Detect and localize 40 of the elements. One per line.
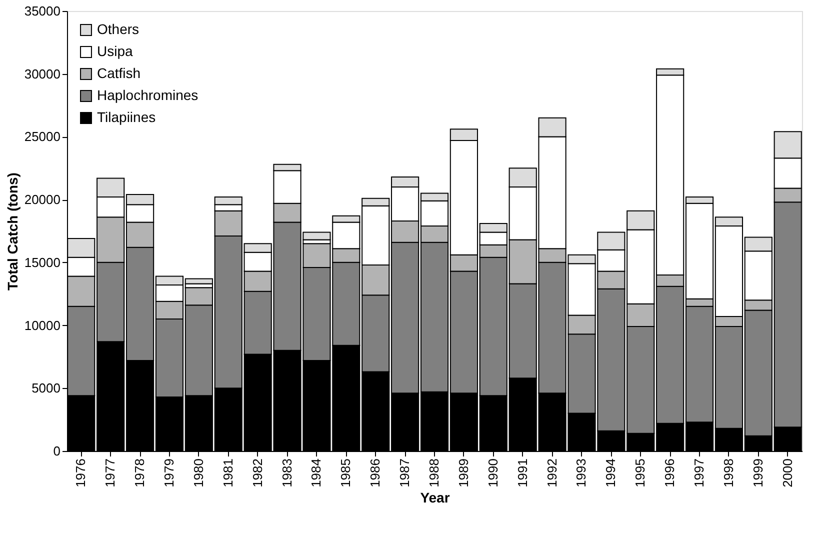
- x-tick-label: 1986: [368, 458, 383, 488]
- x-tick-label: 2000: [780, 458, 795, 488]
- legend-label: Usipa: [97, 43, 134, 59]
- x-axis-title: Year: [420, 489, 450, 506]
- x-tick-label: 1992: [544, 458, 560, 488]
- x-tick-label: 1978: [132, 458, 148, 488]
- y-tick-label: 30000: [24, 66, 60, 82]
- legend-label: Others: [97, 21, 140, 37]
- x-tick-label: 1990: [485, 458, 500, 488]
- y-axis-title: Total Catch (tons): [4, 172, 20, 290]
- y-tick-label: 35000: [24, 4, 60, 18]
- x-tick-label: 1979: [161, 458, 176, 488]
- x-tick-label: 1989: [456, 458, 471, 488]
- y-tick-label: 10000: [24, 318, 60, 333]
- x-tick-label: 1997: [692, 458, 707, 488]
- x-tick-label: 1995: [632, 458, 648, 488]
- x-tick-label: 1981: [220, 458, 236, 488]
- legend-label: Haplochromines: [97, 87, 198, 103]
- x-tick-label: 1983: [279, 458, 294, 488]
- y-tick-label: 20000: [24, 192, 60, 208]
- x-tick-label: 1980: [190, 458, 206, 488]
- x-tick-label: 1984: [308, 458, 324, 488]
- x-tick-label: 1993: [574, 458, 589, 488]
- x-tick-label: 1982: [250, 458, 265, 488]
- x-tick-label: 1999: [750, 458, 766, 488]
- y-tick-label: 0: [53, 444, 60, 458]
- x-tick-label: 1991: [514, 458, 530, 488]
- x-tick-label: 1976: [73, 458, 88, 488]
- y-tick-label: 25000: [24, 129, 60, 144]
- x-tick-label: 1985: [338, 458, 354, 488]
- legend-label: Tilapiines: [97, 109, 156, 125]
- legend-label: Catfish: [97, 65, 141, 81]
- x-tick-label: 1998: [720, 458, 736, 488]
- y-tick-label: 5000: [32, 380, 60, 396]
- x-tick-label: 1987: [397, 458, 412, 488]
- x-tick-label: 1988: [426, 458, 442, 488]
- x-tick-label: 1977: [102, 458, 118, 488]
- x-tick-label: 1994: [603, 458, 618, 488]
- x-tick-label: 1996: [662, 458, 678, 488]
- y-tick-label: 15000: [24, 254, 60, 270]
